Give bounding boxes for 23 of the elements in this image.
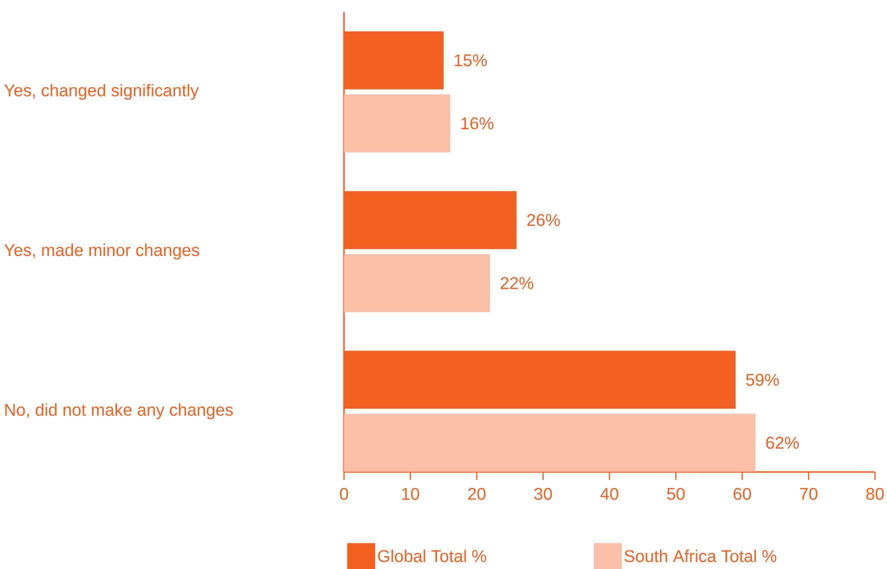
x-tick-label: 70 (800, 488, 818, 500)
bar (344, 94, 450, 152)
x-tick-label: 0 (340, 488, 348, 500)
data-label: 26% (527, 214, 560, 226)
legend-label: Global Total % (378, 550, 486, 562)
legend-label: South Africa Total % (624, 550, 776, 562)
x-tick-label: 50 (667, 488, 685, 500)
y-tick-label: Yes, made minor changes (4, 244, 200, 260)
data-label: 16% (461, 117, 494, 130)
bar (344, 254, 490, 312)
data-label: 59% (746, 374, 779, 386)
x-tick-label: 30 (534, 488, 552, 500)
y-tick-label: No, did not make any changes (5, 403, 233, 420)
x-tick-label: 20 (468, 488, 486, 500)
data-label: 15% (454, 54, 487, 66)
y-tick-label: Yes, changed significantly (4, 84, 199, 100)
x-tick-label: 40 (600, 488, 618, 500)
bar (344, 414, 756, 472)
data-label: 62% (766, 436, 799, 449)
x-tick-label: 80 (866, 488, 884, 500)
x-tick-label: 60 (734, 488, 752, 500)
data-label: 22% (500, 277, 534, 290)
x-tick-label: 10 (402, 488, 420, 500)
